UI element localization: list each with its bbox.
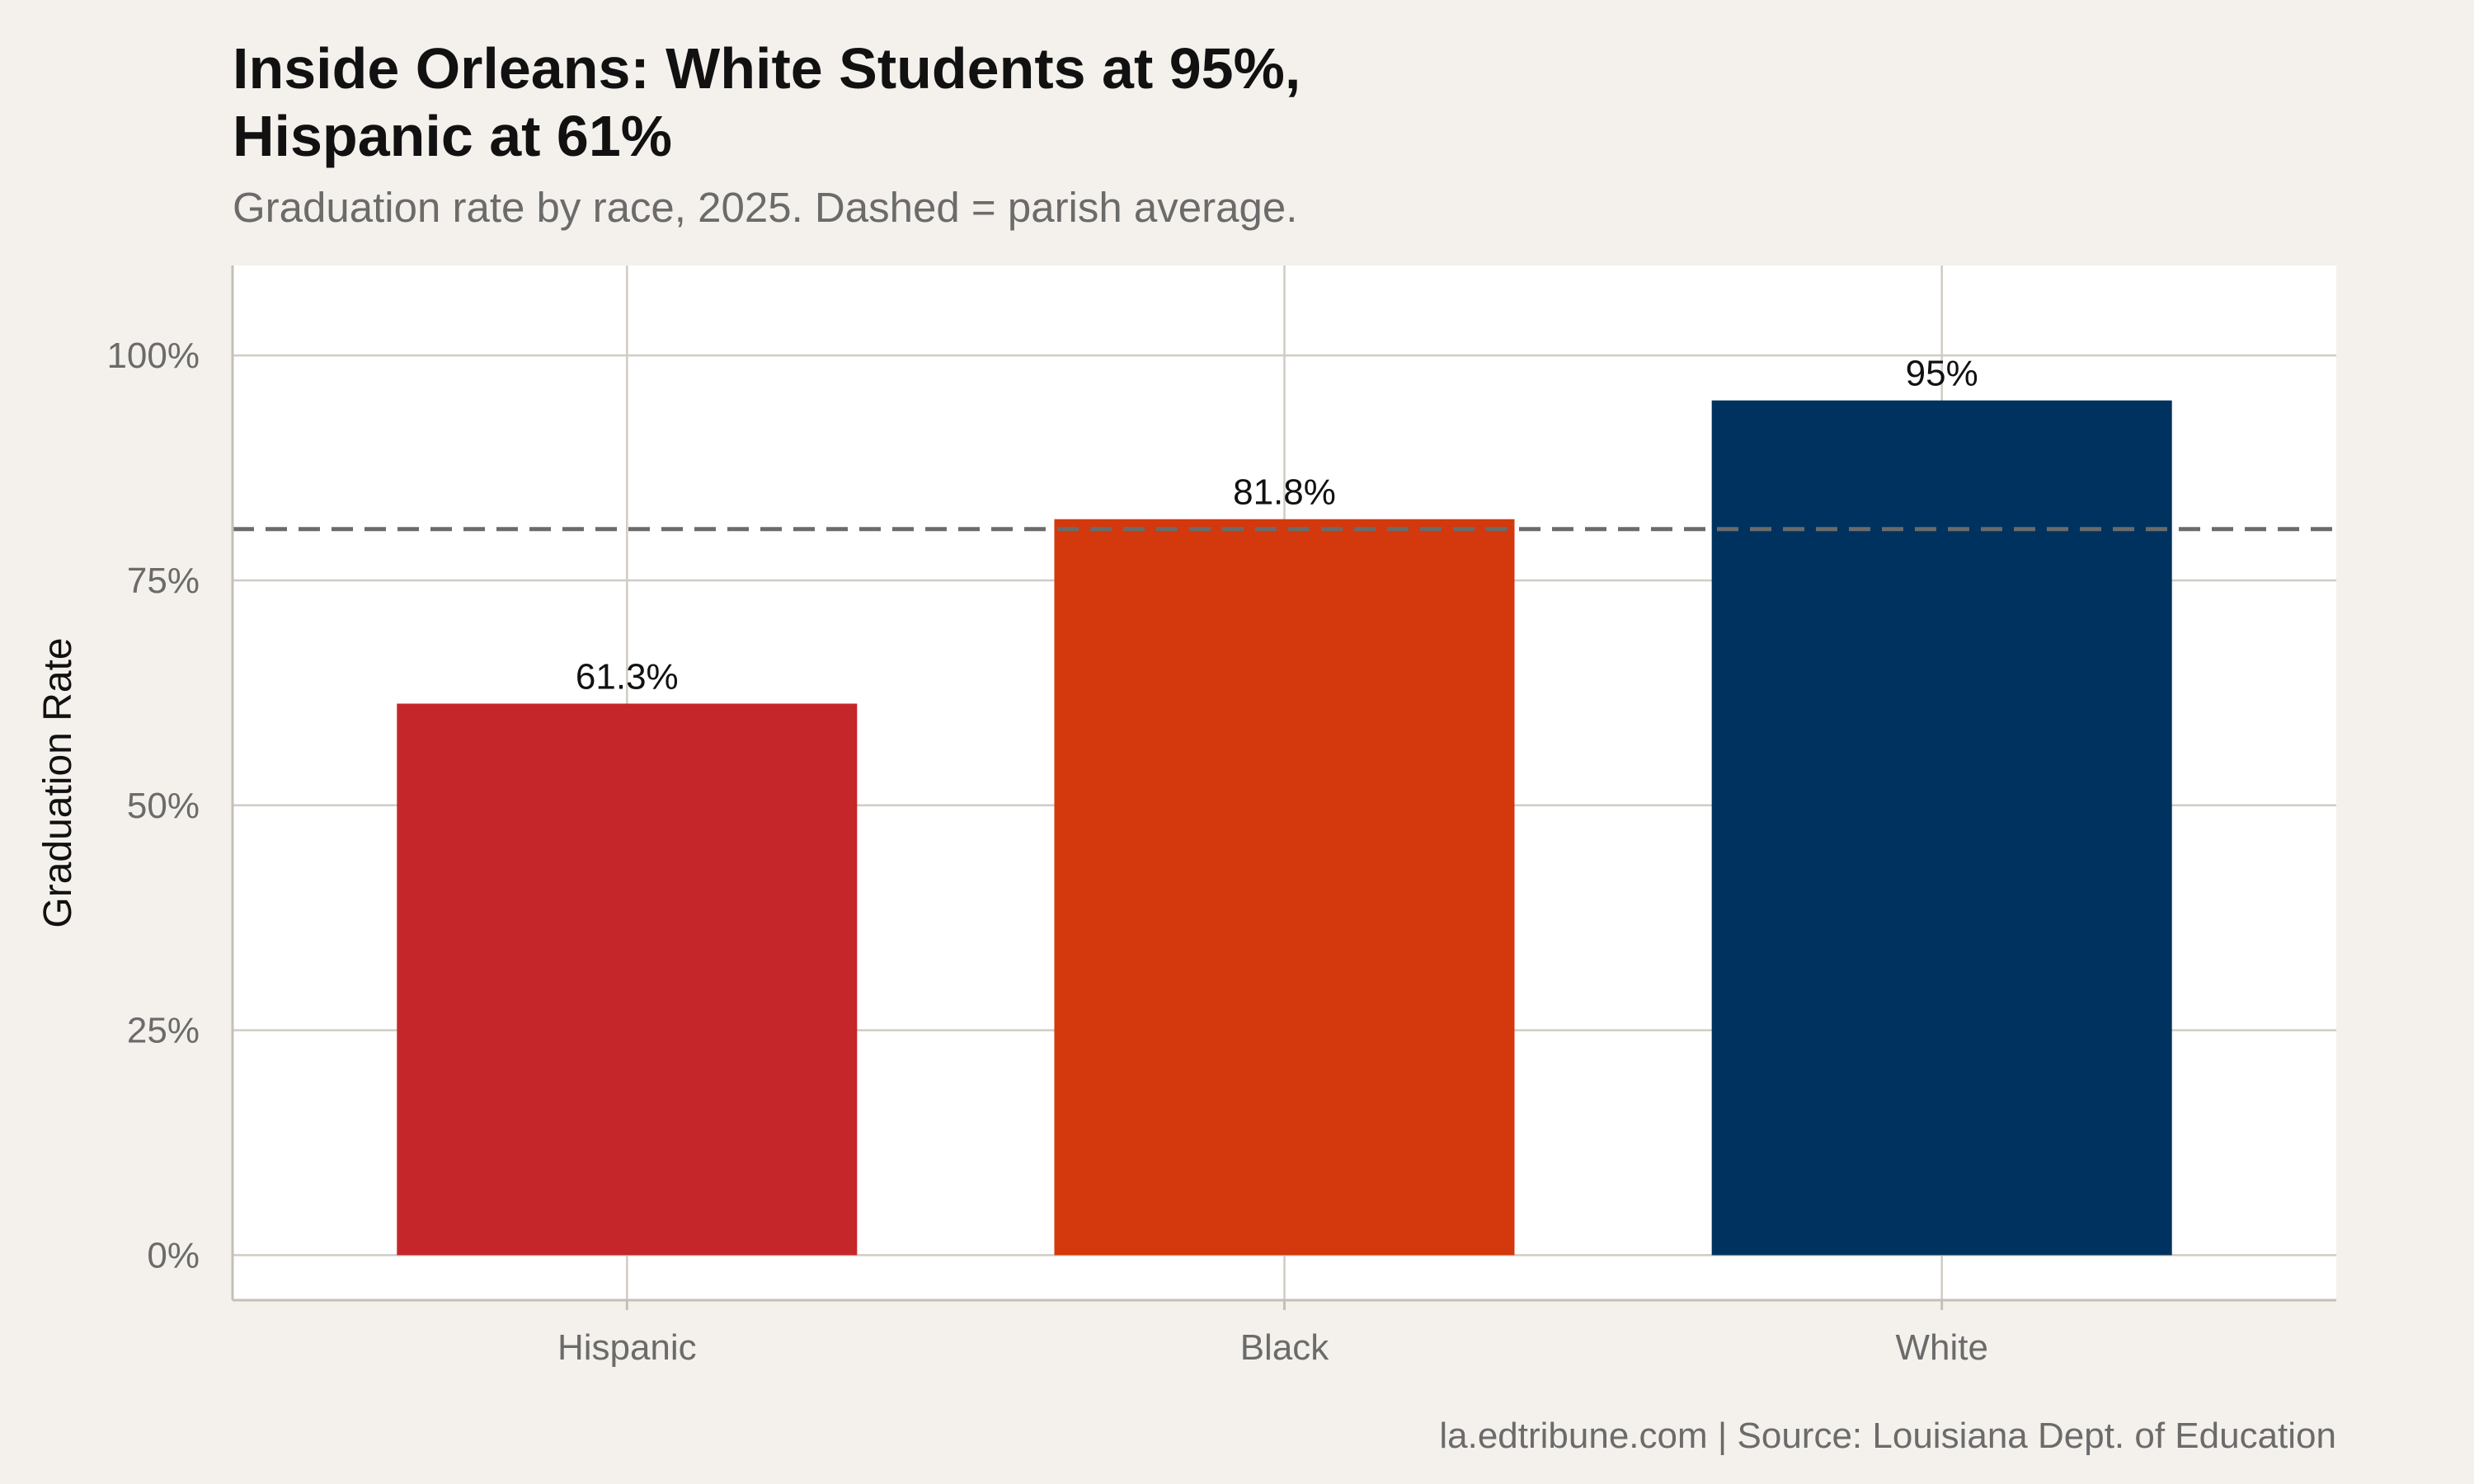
chart-title: Inside Orleans: White Students at 95%, H… xyxy=(233,35,1300,170)
y-tick-label: 25% xyxy=(127,1011,200,1051)
x-tick-label: Hispanic xyxy=(557,1327,697,1368)
x-tick-label: White xyxy=(1895,1327,1987,1368)
x-tick-label: Black xyxy=(1240,1327,1330,1368)
data-label: 61.3% xyxy=(576,656,679,697)
bar-hispanic xyxy=(397,703,858,1256)
y-tick-label: 100% xyxy=(106,336,200,376)
bar-black xyxy=(1054,519,1515,1256)
chart-title-line-2: Hispanic at 61% xyxy=(233,104,672,168)
y-axis-title: Graduation Rate xyxy=(36,637,80,928)
data-label: 81.8% xyxy=(1233,472,1336,513)
bar-white xyxy=(1711,400,2172,1256)
chart-subtitle: Graduation rate by race, 2025. Dashed = … xyxy=(233,184,1298,231)
y-tick-label: 75% xyxy=(127,561,200,601)
y-tick-label: 50% xyxy=(127,786,200,826)
chart-caption: la.edtribune.com | Source: Louisiana Dep… xyxy=(1439,1416,2336,1456)
chart-title-line-1: Inside Orleans: White Students at 95%, xyxy=(233,36,1301,101)
y-tick-label: 0% xyxy=(147,1235,200,1275)
data-label: 95% xyxy=(1906,354,1978,394)
